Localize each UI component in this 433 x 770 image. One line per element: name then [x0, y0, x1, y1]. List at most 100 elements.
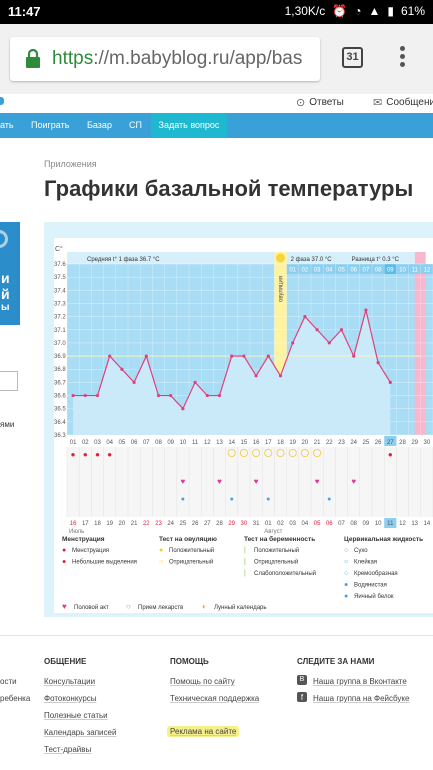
nav-item-0[interactable]: ать: [0, 120, 14, 130]
side-input[interactable]: [0, 371, 18, 391]
y-tick-label: 36.5: [54, 407, 66, 413]
ask-question-button[interactable]: Задать вопрос: [151, 113, 227, 138]
date-label: 08: [350, 521, 357, 527]
legend-icon: ○: [344, 570, 348, 577]
date-label: 01: [265, 521, 272, 527]
temperature-point: [181, 407, 185, 411]
temperature-point: [315, 328, 319, 332]
temperature-point: [156, 393, 161, 398]
temperature-point: [266, 354, 270, 358]
phase2-day-cell: [420, 264, 433, 274]
footer-left-partial-0[interactable]: ости: [0, 677, 17, 686]
date-label: 04: [302, 521, 309, 527]
ovulation-test-negative-icon: [276, 448, 285, 457]
date-label: 09: [363, 521, 370, 527]
bbt-chart[interactable]: Средняя t° 1 фаза 36.7 °C 2 фаза 37.0 °C Р…: [54, 238, 433, 613]
day-label: 20: [302, 440, 309, 446]
phase2-day-cell: [372, 264, 385, 274]
ovulation-test-negative-icon: [264, 448, 273, 457]
phase2-day-label: 05: [338, 268, 345, 274]
day-label: 14: [228, 440, 235, 446]
ovulation-test-negative-icon: [227, 448, 236, 457]
nav-item-play[interactable]: Поиграть: [31, 120, 70, 130]
footer: [0, 635, 433, 770]
nav-item-bazaar[interactable]: Базар: [87, 120, 112, 130]
phase2-day-cell: [311, 264, 324, 274]
cervical-drop-icon: ●: [266, 496, 270, 503]
menstruation-drop-icon: ●: [107, 450, 112, 459]
side-banner[interactable]: и й ы: [0, 222, 20, 325]
legend-icon: ●: [344, 582, 348, 589]
date-label: 06: [326, 521, 333, 527]
date-label: 23: [155, 521, 162, 527]
temperature-point: [169, 393, 173, 398]
facebook-icon: f: [297, 692, 307, 702]
footer-link[interactable]: Помощь по сайту: [170, 677, 235, 686]
temperature-point: [120, 367, 124, 371]
date-label: 31: [253, 521, 260, 527]
temperature-point: [291, 341, 295, 345]
temperature-point: [144, 354, 148, 358]
legend-item: Яичный белок: [354, 593, 394, 600]
footer-link[interactable]: Календарь записей: [44, 728, 117, 737]
y-tick-label: 36.8: [54, 367, 66, 373]
phase2-day-label: 08: [375, 268, 382, 274]
phase2-day-cell: [384, 264, 397, 274]
footer-link-fb[interactable]: Наша группа на Фейсбуке: [313, 694, 410, 703]
legend-icon: ●: [159, 547, 163, 554]
ovulation-test-negative-icon: [252, 448, 261, 457]
temperature-point: [339, 328, 344, 332]
phase2-day-label: 04: [326, 268, 333, 274]
footer-link[interactable]: Тест-драйвы: [44, 745, 92, 754]
temperature-point: [205, 393, 209, 398]
date-label: 18: [94, 521, 101, 527]
footer-link[interactable]: Консультации: [44, 677, 96, 686]
footer-link-ads[interactable]: Реклама на сайте: [167, 726, 240, 737]
legend-item: Менструация: [72, 548, 109, 554]
logo-fragment: [0, 97, 4, 105]
menu-icon[interactable]: [400, 46, 406, 70]
footer-link[interactable]: Фотоконкурсы: [44, 694, 97, 703]
clock: 11:47: [8, 4, 41, 19]
footer-link[interactable]: Техническая поддержка: [170, 694, 260, 703]
phase2-day-cell: [323, 264, 336, 274]
intercourse-heart-icon: ♥: [351, 477, 356, 486]
nav-item-sp[interactable]: СП: [129, 120, 142, 130]
date-label: 25: [180, 521, 187, 527]
legend-item: Водянистая: [354, 583, 387, 589]
wifi-icon: ◔: [354, 4, 362, 18]
date-label: 02: [277, 521, 284, 527]
footer-left-partial-1[interactable]: ребенка: [0, 694, 31, 703]
breadcrumb[interactable]: Приложения: [44, 159, 97, 169]
address-bar[interactable]: https://m.babyblog.ru/app/bas: [10, 37, 320, 81]
cervical-drop-icon: ●: [181, 496, 185, 503]
footer-link[interactable]: Полезные статьи: [44, 711, 108, 720]
legend-icon: |: [244, 559, 246, 566]
date-label: 27: [204, 521, 211, 527]
day-label: 18: [277, 440, 284, 446]
menstruation-drop-icon: ●: [95, 450, 100, 459]
top-nav: ⊙ Ответы ✉ Сообщени: [0, 94, 433, 112]
date-label: 20: [119, 521, 126, 527]
day-label: 21: [314, 440, 321, 446]
footer-title-help: ПОМОЩЬ: [170, 657, 209, 666]
answers-link[interactable]: ⊙ Ответы: [296, 97, 344, 109]
temperature-point: [327, 341, 331, 345]
footer-title-community: ОБЩЕНИЕ: [44, 657, 87, 666]
tabs-button[interactable]: 31: [342, 47, 363, 68]
temperature-point: [193, 380, 197, 384]
day-label: 25: [363, 440, 370, 446]
day-label: 10: [180, 440, 187, 446]
temperature-point: [242, 354, 246, 358]
y-tick-label: 37.5: [54, 275, 66, 281]
messages-link[interactable]: ✉ Сообщени: [373, 97, 433, 109]
menstruation-drop-icon: ●: [71, 450, 76, 459]
date-label: 24: [167, 521, 174, 527]
phase2-day-label: 11: [412, 268, 419, 274]
date-label: 22: [143, 521, 150, 527]
temperature-point: [376, 361, 380, 365]
intercourse-heart-icon: ♥: [254, 477, 259, 486]
temperature-area: [73, 310, 391, 435]
footer-link-vk[interactable]: Наша группа в Вконтакте: [313, 677, 407, 686]
day-label: 04: [106, 440, 113, 446]
